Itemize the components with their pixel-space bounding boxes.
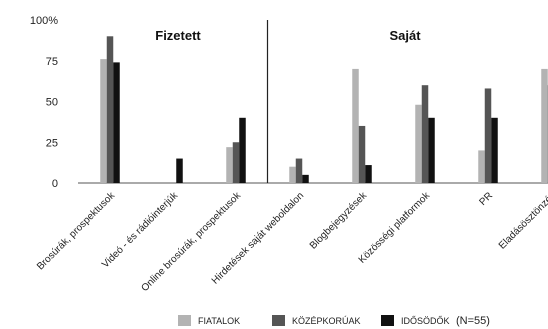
legend-swatch-fiatalok [178, 315, 191, 326]
x-tick-label: PR [478, 190, 496, 208]
bar-fiatalok-online-brosurak-prospektusok [226, 147, 233, 183]
bar-fiatalok-kozossegi-platformok [415, 105, 422, 183]
x-tick-label: Közösségi platformok [357, 190, 433, 266]
bar-fiatalok-eladasosztonzes [541, 69, 548, 183]
bar-fiatalok-hirdetesek-sajat-weboldalon [289, 167, 296, 183]
bar-idosodok-online-brosurak-prospektusok [239, 118, 246, 183]
bar-kozepkoruak-pr [485, 88, 492, 183]
section-title-sajat: Saját [389, 28, 421, 43]
bar-kozepkoruak-online-brosurak-prospektusok [233, 142, 240, 183]
x-tick-label: Online brosúrák, prospektusok [139, 190, 243, 294]
bar-idosodok-hirdetesek-sajat-weboldalon [302, 175, 309, 183]
bar-fiatalok-blogbejegyzesek [352, 69, 359, 183]
bar-idosodok-kozossegi-platformok [428, 118, 435, 183]
bar-fiatalok-brosurak-prospektusok [100, 59, 107, 183]
x-tick-label: Blogbejegyzések [308, 190, 370, 252]
bar-kozepkoruak-brosurak-prospektusok [107, 36, 114, 183]
legend: FIATALOK KÖZÉPKORÚAK IDŐSÖDŐK (N=55) [178, 315, 490, 327]
bars [100, 36, 548, 183]
bar-idosodok-blogbejegyzesek [365, 165, 372, 183]
bar-idosodok-brosurak-prospektusok [113, 62, 120, 183]
bar-idosodok-pr [491, 118, 498, 183]
legend-label-fiatalok: FIATALOK [198, 316, 240, 326]
section-title-fizetett: Fizetett [155, 28, 201, 43]
x-tick-label: Eladásösztönzés [497, 190, 548, 251]
bar-idosodok-video-es-radiointerjuk [176, 159, 183, 183]
bar-fiatalok-pr [478, 150, 485, 183]
section-titles: Fizetett Saját [155, 28, 421, 43]
bar-kozepkoruak-hirdetesek-sajat-weboldalon [296, 159, 303, 183]
y-tick-label: 25 [46, 137, 58, 149]
y-tick-label: 50 [46, 97, 58, 109]
y-axis-ticks: 100% 75 50 25 0 [30, 15, 58, 190]
y-tick-label: 0 [52, 178, 58, 190]
bar-kozepkoruak-kozossegi-platformok [422, 85, 429, 183]
legend-label-idosodok: IDŐSÖDŐK [401, 316, 450, 326]
bar-kozepkoruak-blogbejegyzesek [359, 126, 366, 183]
legend-label-kozepkoruak: KÖZÉPKORÚAK [292, 316, 361, 326]
y-tick-label: 75 [46, 56, 58, 68]
y-tick-label: 100% [30, 15, 58, 27]
legend-sample-size: (N=55) [456, 315, 490, 327]
legend-swatch-kozepkoruak [272, 315, 285, 326]
legend-swatch-idosodok [381, 315, 394, 326]
